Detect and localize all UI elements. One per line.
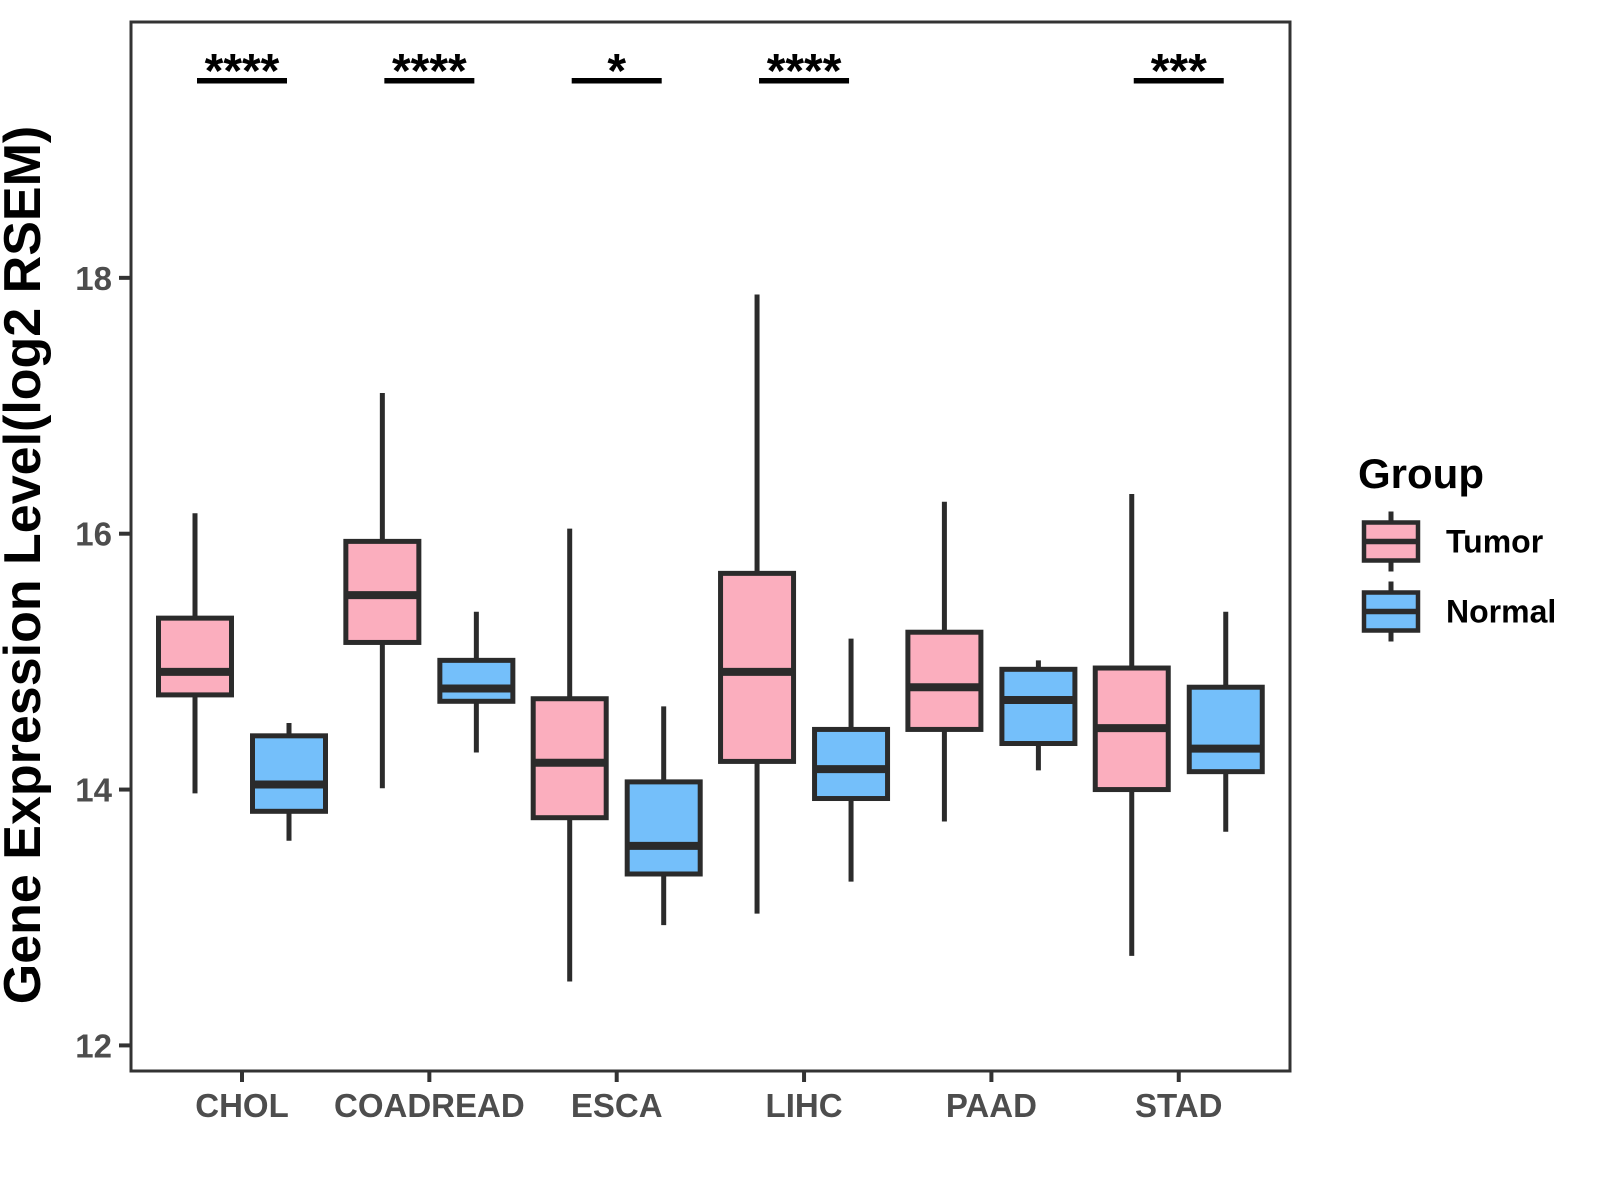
significance-stars-esca: *	[607, 45, 626, 98]
significance-stars-chol: ****	[205, 45, 280, 98]
legend-label-normal: Normal	[1446, 594, 1556, 630]
significance-annotations: **** **** * **** ***	[197, 45, 1224, 98]
significance-bar-lihc	[759, 78, 850, 84]
normal-box-chol-iqr	[250, 733, 328, 814]
tumor-box-lihc-iqr	[718, 570, 797, 764]
legend-keys: Tumor Normal	[1361, 511, 1556, 642]
y-tick-label: 16	[75, 516, 112, 553]
legend-label-tumor: Tumor	[1446, 524, 1543, 560]
significance-stars-lihc: ****	[767, 45, 842, 98]
normal-box-lihc-iqr	[812, 726, 891, 802]
x-tick-label-stad: STAD	[1135, 1087, 1222, 1124]
boxplot-boxes	[156, 294, 1265, 982]
significance-stars-stad: ***	[1151, 45, 1207, 98]
significance-bar-chol	[197, 78, 287, 84]
normal-box-esca-iqr	[624, 779, 703, 877]
y-tick-label: 12	[75, 1027, 112, 1064]
significance-bar-stad	[1133, 78, 1224, 84]
legend: Group Tumor Normal	[1358, 450, 1556, 642]
y-axis-title: Gene Expression Level(log2 RSEM)	[0, 126, 52, 1004]
plot-panel-border	[129, 20, 1292, 1073]
axes: 12 14 16 18 CHOL COADREAD ESCA LIHC PAAD STAD	[75, 260, 1222, 1124]
significance-bar-coadread	[384, 78, 475, 84]
y-tick-label: 14	[75, 772, 112, 809]
significance-bar-esca	[571, 78, 662, 84]
normal-box-stad-iqr	[1186, 684, 1265, 775]
x-tick-label-lihc: LIHC	[766, 1087, 843, 1124]
normal-box-coadread-iqr	[437, 657, 516, 704]
significance-stars-coadread: ****	[392, 45, 467, 98]
tumor-box-esca-iqr	[530, 696, 609, 821]
legend-title: Group	[1358, 450, 1484, 497]
tumor-box-paad-iqr	[905, 629, 984, 732]
x-tick-label-esca: ESCA	[571, 1087, 663, 1124]
x-tick-label-chol: CHOL	[195, 1087, 289, 1124]
tumor-box-chol-iqr	[156, 615, 234, 698]
normal-box-paad-iqr	[999, 666, 1078, 747]
y-tick-label: 18	[75, 260, 112, 297]
x-tick-label-coadread: COADREAD	[334, 1087, 525, 1124]
x-tick-label-paad: PAAD	[946, 1087, 1037, 1124]
